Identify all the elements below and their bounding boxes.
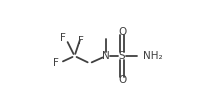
Text: F: F bbox=[53, 58, 59, 68]
Text: O: O bbox=[118, 27, 126, 37]
Text: NH₂: NH₂ bbox=[143, 51, 163, 61]
Text: S: S bbox=[119, 51, 125, 61]
Text: N: N bbox=[102, 51, 110, 61]
Text: O: O bbox=[118, 75, 126, 85]
Text: F: F bbox=[60, 33, 66, 43]
Text: F: F bbox=[78, 36, 84, 46]
